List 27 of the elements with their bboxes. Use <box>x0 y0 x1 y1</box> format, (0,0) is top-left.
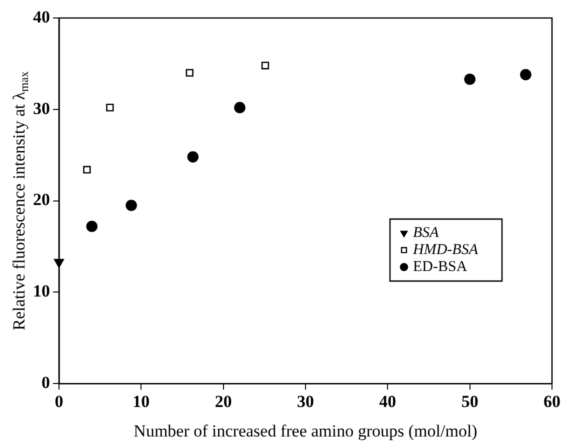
point <box>261 62 270 70</box>
y-tick-label: 30 <box>33 98 50 118</box>
x-tick-label: 10 <box>132 392 150 412</box>
x-tick-label: 40 <box>379 392 396 412</box>
point <box>106 104 114 112</box>
point <box>187 151 199 163</box>
x-tick-label: 60 <box>544 392 560 412</box>
y-tick-label: 10 <box>33 282 50 301</box>
y-tick-label: 40 <box>33 7 50 26</box>
x-tick-label: 50 <box>461 392 478 412</box>
point <box>86 220 98 232</box>
x-tick-label: 0 <box>54 392 64 412</box>
point <box>126 200 137 212</box>
x-tick-label: 30 <box>297 392 314 412</box>
point <box>520 69 532 80</box>
x-axis-title: Number of increased free amino groups (mol/mol) <box>134 421 478 440</box>
point <box>83 166 91 174</box>
point <box>234 102 246 114</box>
legend-label: ED-BSA <box>413 259 468 276</box>
point <box>464 74 476 85</box>
y-tick-label: 0 <box>42 372 50 392</box>
legend-label: HMD-BSA <box>412 242 479 258</box>
point <box>186 69 194 77</box>
y-tick-label: 20 <box>33 190 50 210</box>
y-axis-title: Relative fluorescence intensity at λmax <box>9 71 32 330</box>
legend-label: BSA <box>413 225 440 242</box>
x-tick-label: 20 <box>214 392 232 412</box>
